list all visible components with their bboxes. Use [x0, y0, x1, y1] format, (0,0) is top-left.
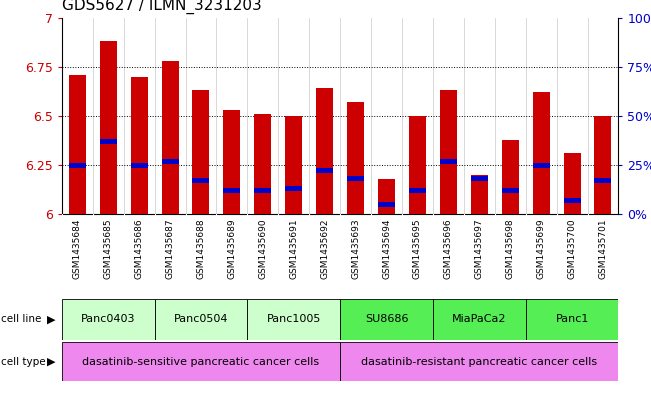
Bar	[255, 114, 271, 214]
Text: GSM1435700: GSM1435700	[568, 219, 577, 279]
Text: Panc1005: Panc1005	[266, 314, 321, 324]
Bar	[255, 188, 271, 193]
Bar	[502, 140, 519, 214]
Text: GSM1435693: GSM1435693	[351, 219, 360, 279]
Text: Panc1: Panc1	[555, 314, 589, 324]
Text: GSM1435691: GSM1435691	[289, 219, 298, 279]
Bar	[247, 299, 340, 340]
Bar	[340, 342, 618, 381]
Bar	[564, 198, 581, 203]
Bar	[285, 116, 302, 214]
Bar	[62, 299, 154, 340]
Bar	[433, 299, 525, 340]
Bar	[278, 18, 309, 214]
Bar	[62, 342, 340, 381]
Bar	[594, 178, 611, 183]
Bar	[69, 163, 86, 167]
Bar	[347, 176, 364, 181]
Text: Panc0403: Panc0403	[81, 314, 135, 324]
Bar	[62, 18, 92, 214]
Bar	[495, 18, 525, 214]
Text: GSM1435684: GSM1435684	[73, 219, 82, 279]
Bar	[587, 18, 618, 214]
Bar	[525, 18, 557, 214]
Text: GSM1435688: GSM1435688	[197, 219, 206, 279]
Text: GSM1435697: GSM1435697	[475, 219, 484, 279]
Bar	[471, 175, 488, 214]
Text: GSM1435686: GSM1435686	[135, 219, 144, 279]
Bar	[347, 102, 364, 214]
Text: GDS5627 / ILMN_3231203: GDS5627 / ILMN_3231203	[62, 0, 262, 13]
Text: GSM1435692: GSM1435692	[320, 219, 329, 279]
Bar	[216, 18, 247, 214]
Bar	[564, 153, 581, 214]
Text: GSM1435695: GSM1435695	[413, 219, 422, 279]
Text: MiaPaCa2: MiaPaCa2	[452, 314, 506, 324]
Bar	[557, 18, 587, 214]
Bar	[309, 18, 340, 214]
Text: cell line: cell line	[1, 314, 42, 324]
Bar	[409, 188, 426, 193]
Bar	[440, 90, 457, 214]
Text: GSM1435701: GSM1435701	[598, 219, 607, 279]
Bar	[131, 77, 148, 214]
Bar	[223, 110, 240, 214]
Bar	[378, 179, 395, 214]
Text: dasatinib-sensitive pancreatic cancer cells: dasatinib-sensitive pancreatic cancer ce…	[83, 356, 320, 367]
Bar	[161, 159, 178, 163]
Bar	[533, 163, 549, 167]
Text: GSM1435694: GSM1435694	[382, 219, 391, 279]
Text: SU8686: SU8686	[365, 314, 408, 324]
Text: GSM1435690: GSM1435690	[258, 219, 268, 279]
Bar	[69, 75, 86, 214]
Bar	[247, 18, 278, 214]
Text: ▶: ▶	[47, 314, 55, 324]
Text: GSM1435698: GSM1435698	[506, 219, 515, 279]
Bar	[193, 90, 210, 214]
Bar	[440, 159, 457, 163]
Bar	[316, 88, 333, 214]
Bar	[433, 18, 464, 214]
Text: GSM1435696: GSM1435696	[444, 219, 453, 279]
Bar	[193, 178, 210, 183]
Bar	[409, 116, 426, 214]
Bar	[525, 299, 618, 340]
Text: GSM1435689: GSM1435689	[227, 219, 236, 279]
Bar	[471, 176, 488, 181]
Bar	[124, 18, 154, 214]
Bar	[100, 139, 117, 144]
Bar	[340, 299, 433, 340]
Bar	[502, 188, 519, 193]
Text: GSM1435685: GSM1435685	[104, 219, 113, 279]
Bar	[186, 18, 216, 214]
Bar	[316, 169, 333, 173]
Text: dasatinib-resistant pancreatic cancer cells: dasatinib-resistant pancreatic cancer ce…	[361, 356, 598, 367]
Bar	[92, 18, 124, 214]
Bar	[378, 202, 395, 207]
Bar	[285, 186, 302, 191]
Text: cell type: cell type	[1, 356, 46, 367]
Bar	[154, 18, 186, 214]
Bar	[594, 116, 611, 214]
Bar	[464, 18, 495, 214]
Bar	[340, 18, 371, 214]
Bar	[402, 18, 433, 214]
Bar	[100, 41, 117, 214]
Text: Panc0504: Panc0504	[174, 314, 229, 324]
Bar	[533, 92, 549, 214]
Bar	[131, 163, 148, 167]
Text: ▶: ▶	[47, 356, 55, 367]
Bar	[154, 299, 247, 340]
Bar	[371, 18, 402, 214]
Bar	[161, 61, 178, 214]
Text: GSM1435687: GSM1435687	[165, 219, 174, 279]
Text: GSM1435699: GSM1435699	[536, 219, 546, 279]
Bar	[223, 188, 240, 193]
